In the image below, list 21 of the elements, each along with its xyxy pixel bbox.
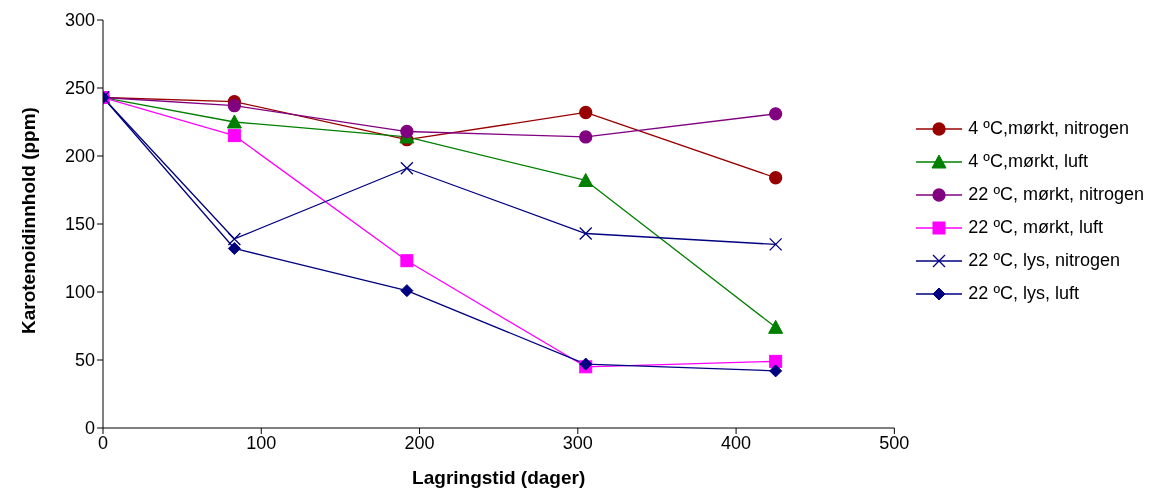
legend-label: 22 ºC, lys, nitrogen [968, 250, 1121, 271]
x-tick-label: 400 [721, 432, 752, 453]
x-tick-label: 100 [246, 432, 277, 453]
y-tick-label: 100 [64, 282, 95, 303]
y-tick-label: 300 [64, 10, 95, 31]
y-tick-label: 0 [84, 418, 95, 439]
x-tick-label: 300 [562, 432, 593, 453]
x-axis-title: Lagringstid (dager) [412, 467, 586, 488]
legend-label: 22 ºC, mørkt, nitrogen [968, 184, 1144, 205]
legend-label: 4 ºC,mørkt, luft [968, 151, 1088, 172]
legend-label: 4 ºC,mørkt, nitrogen [968, 118, 1129, 139]
x-tick-label: 0 [97, 432, 109, 453]
y-tick-label: 50 [74, 350, 95, 371]
y-tick-label: 250 [64, 78, 95, 99]
y-tick-label: 200 [64, 146, 95, 167]
x-tick-label: 200 [404, 432, 435, 453]
y-tick-label: 150 [64, 214, 95, 235]
legend-label: 22 ºC, lys, luft [968, 283, 1079, 304]
legend-label: 22 ºC, mørkt, luft [968, 217, 1103, 238]
y-axis-title: Karotenoidinnhold (ppm) [17, 107, 39, 334]
x-tick-label: 500 [879, 432, 910, 453]
